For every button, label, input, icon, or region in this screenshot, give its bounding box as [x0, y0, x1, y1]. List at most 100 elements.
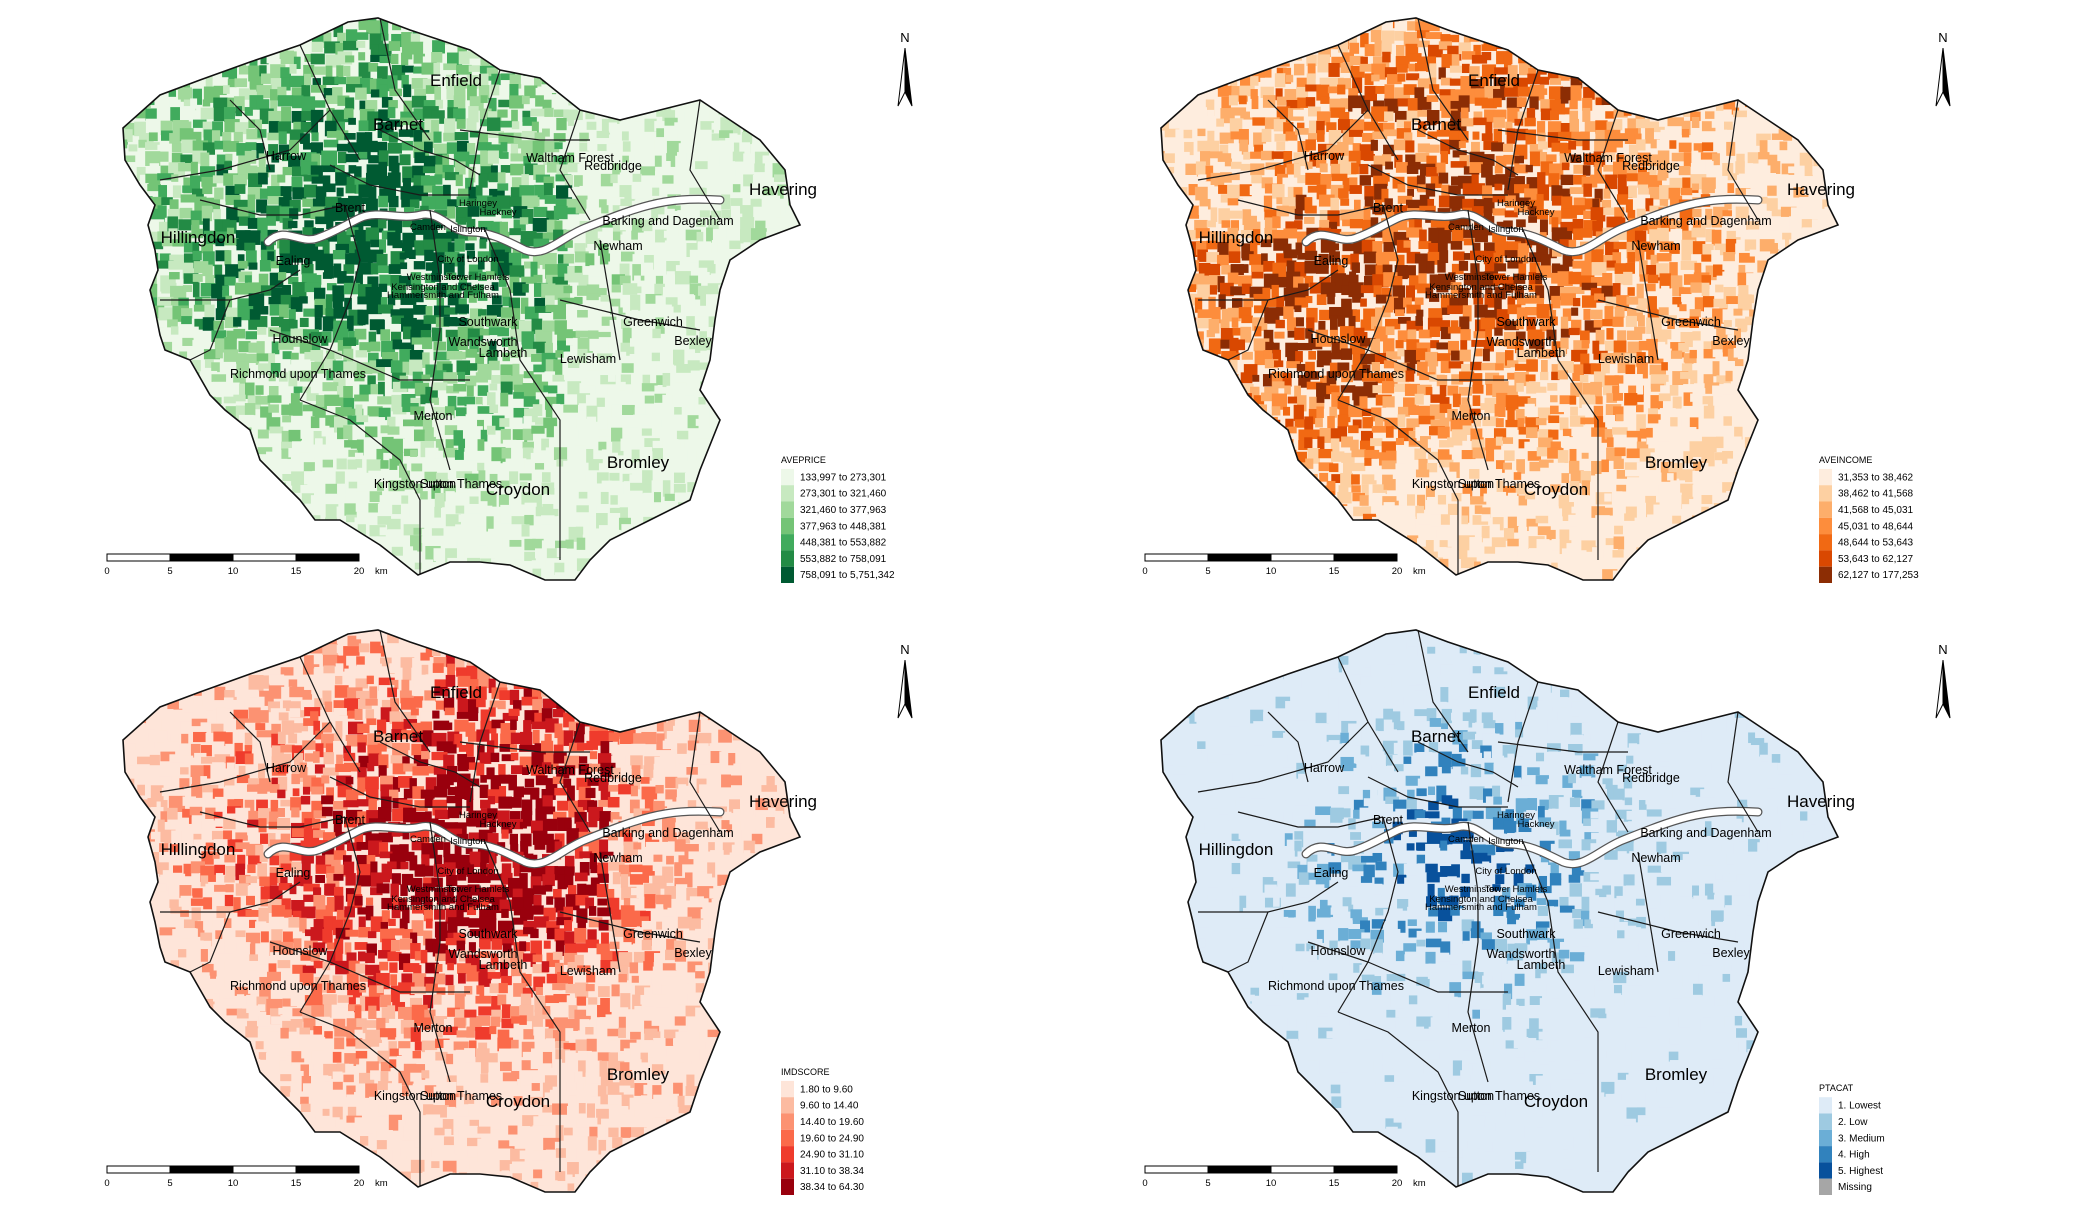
area-cell [1177, 262, 1187, 278]
area-cell [535, 174, 551, 183]
area-cell [277, 174, 286, 183]
area-cell [1177, 97, 1186, 108]
area-cell [387, 295, 396, 306]
area-cell [324, 265, 334, 279]
area-cell [1231, 151, 1242, 159]
area-cell [465, 375, 477, 387]
area-cell [477, 29, 491, 37]
area-cell [1239, 139, 1249, 155]
area-cell [640, 30, 656, 43]
area-cell [653, 459, 665, 470]
area-cell [476, 43, 488, 52]
area-cell [1812, 166, 1825, 175]
area-cell [304, 20, 317, 29]
area-cell [1791, 228, 1802, 245]
area-cell [752, 439, 765, 448]
area-cell [267, 484, 280, 493]
area-cell [1364, 264, 1378, 276]
area-cell [563, 142, 576, 154]
area-cell [279, 253, 293, 265]
area-cell [1384, 198, 1393, 211]
area-cell [161, 197, 173, 206]
area-cell [1711, 119, 1724, 128]
area-cell [696, 526, 712, 535]
area-cell [1789, 239, 1806, 255]
area-cell [444, 172, 460, 181]
area-cell [457, 260, 465, 277]
area-cell [655, 275, 664, 287]
area-cell [1492, 194, 1509, 203]
area-cell [642, 219, 653, 232]
area-cell [773, 205, 781, 217]
area-cell [378, 161, 388, 177]
area-cell [574, 30, 584, 38]
area-cell [1569, 187, 1585, 195]
area-cell [698, 197, 708, 213]
area-cell [402, 326, 412, 340]
area-cell [600, 375, 616, 385]
legend-label: 133,997 to 273,301 [800, 472, 887, 483]
area-cell [1692, 208, 1702, 218]
area-cell [754, 505, 767, 513]
area-cell [1634, 34, 1650, 47]
area-cell [1756, 29, 1764, 43]
area-cell [1790, 207, 1804, 217]
area-cell [224, 250, 232, 266]
area-cell [124, 129, 133, 143]
area-cell [611, 197, 625, 205]
area-cell [728, 232, 736, 246]
area-cell [157, 231, 174, 244]
area-cell [310, 18, 327, 25]
area-cell [1758, 229, 1768, 243]
area-cell [1580, 40, 1593, 53]
legend-swatch [781, 517, 794, 535]
area-cell [157, 84, 171, 92]
area-cell [224, 419, 238, 434]
area-cell [1766, 51, 1780, 67]
area-cell [651, 205, 659, 221]
area-cell [1517, 249, 1529, 264]
area-cell [619, 394, 634, 406]
area-cell [1305, 250, 1318, 261]
area-cell [601, 480, 612, 491]
area-cell [718, 263, 728, 272]
area-cell [1285, 74, 1294, 83]
area-cell [480, 491, 495, 502]
area-cell [579, 514, 590, 527]
area-cell [1804, 165, 1813, 181]
area-cell [233, 317, 242, 327]
area-cell [291, 415, 306, 427]
area-cell [355, 350, 368, 358]
area-cell [1617, 174, 1627, 191]
area-cell [1184, 250, 1193, 265]
area-cell [787, 284, 800, 297]
area-cell [554, 562, 565, 576]
area-cell [622, 155, 629, 168]
area-cell [776, 316, 793, 331]
area-cell [656, 568, 672, 580]
area-cell [1659, 273, 1671, 289]
area-cell [387, 352, 399, 364]
area-cell [292, 282, 307, 299]
area-cell [1153, 221, 1160, 233]
area-cell [1747, 78, 1756, 89]
area-cell [577, 309, 590, 319]
area-cell [377, 503, 390, 513]
area-cell [388, 474, 396, 484]
area-cell [293, 529, 306, 537]
area-cell [764, 342, 780, 354]
area-cell [1283, 249, 1298, 259]
area-cell [302, 404, 317, 412]
area-cell [1725, 238, 1737, 255]
area-cell [1716, 275, 1726, 288]
area-cell [467, 142, 476, 155]
area-cell [400, 430, 412, 445]
area-cell [739, 142, 751, 158]
area-cell [698, 539, 712, 550]
area-cell [1282, 32, 1297, 49]
area-cell [336, 385, 346, 403]
area-cell [709, 372, 718, 386]
area-cell [597, 353, 614, 362]
area-cell [365, 198, 378, 211]
area-cell [764, 318, 773, 330]
